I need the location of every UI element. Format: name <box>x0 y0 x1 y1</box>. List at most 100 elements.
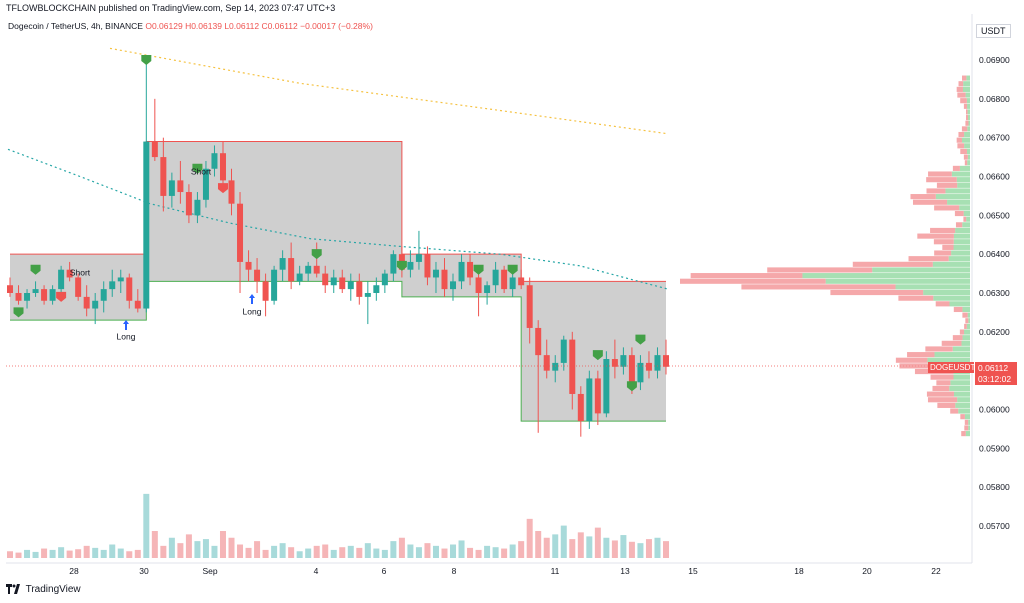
volume-bar <box>66 550 73 558</box>
volume-profile-down <box>953 306 963 313</box>
volume-profile-up <box>958 408 970 414</box>
candle-body <box>484 285 491 293</box>
volume-profile-up <box>967 109 970 115</box>
volume-profile-down <box>941 340 962 346</box>
candle-body <box>322 273 329 286</box>
volume-bar <box>356 547 363 558</box>
x-tick-label: 11 <box>551 566 560 576</box>
volume-profile-down <box>830 289 924 296</box>
signal-annotation: Short <box>70 268 91 278</box>
candle-body <box>356 281 363 297</box>
candle-body <box>611 359 618 367</box>
publish-line: TFLOWBLOCKCHAIN published on TradingView… <box>6 3 336 13</box>
volume-profile-down <box>956 137 963 143</box>
volume-profile-down <box>937 402 956 408</box>
candle-body <box>543 355 550 371</box>
volume-profile-down <box>908 256 949 262</box>
volume-profile-down <box>952 335 963 341</box>
y-tick-label: 0.05900 <box>979 443 1010 453</box>
tradingview-logo-icon <box>6 584 20 595</box>
volume-bar <box>535 531 542 558</box>
signal-annotation: Long <box>243 306 262 316</box>
candle-body <box>518 277 525 286</box>
x-tick-label: 6 <box>382 566 387 576</box>
candle-body <box>151 141 158 158</box>
volume-profile-down <box>933 239 954 245</box>
candle-body <box>577 393 584 422</box>
volume-profile-up <box>964 329 970 335</box>
volume-profile-down <box>964 323 967 329</box>
volume-bar <box>663 541 669 558</box>
volume-bar <box>415 547 422 558</box>
candle-body <box>7 285 13 293</box>
volume-bar <box>41 548 48 558</box>
candle-body <box>628 355 635 383</box>
volume-profile-down <box>942 244 954 250</box>
volume-bar <box>441 548 448 558</box>
volume-bar <box>202 539 209 558</box>
buy-signal-icon <box>192 163 203 174</box>
candle-body <box>645 362 652 371</box>
currency-label[interactable]: USDT <box>976 24 1011 38</box>
candle-body <box>177 180 184 193</box>
volume-profile-up <box>965 431 970 437</box>
volume-profile-down <box>927 397 958 403</box>
candle-body <box>620 355 627 367</box>
volume-profile-up <box>966 323 970 329</box>
candle-body <box>535 327 542 356</box>
volume-profile-up <box>953 239 970 245</box>
y-tick-label: 0.06000 <box>979 405 1010 415</box>
candle-body <box>313 265 320 274</box>
volume-profile-down <box>934 250 952 256</box>
volume-profile-down <box>964 425 969 431</box>
volume-profile-down <box>957 143 965 149</box>
y-tick-label: 0.06700 <box>979 133 1010 143</box>
candle-body <box>475 277 482 293</box>
volume-profile-up <box>968 120 970 126</box>
candle-body <box>228 180 235 204</box>
volume-bar <box>296 551 303 558</box>
volume-bar <box>518 541 525 558</box>
candle-body <box>58 269 65 290</box>
tradingview-brand[interactable]: TradingView <box>6 584 81 595</box>
candle-body <box>24 293 31 301</box>
volume-bar <box>75 549 82 558</box>
sell-signal-icon <box>217 183 228 194</box>
volume-profile-up <box>951 250 970 256</box>
candle-body <box>526 285 533 328</box>
symbol-legend: Dogecoin / TetherUS, 4h, BINANCE O0.0612… <box>8 21 373 31</box>
volume-bar <box>254 541 261 558</box>
candle-body <box>109 281 116 290</box>
buy-signal-icon <box>13 307 24 318</box>
volume-profile-up <box>933 295 970 301</box>
volume-bar <box>262 549 269 558</box>
volume-profile-down <box>928 171 952 177</box>
volume-bar <box>271 545 278 558</box>
volume-profile-up <box>923 289 970 296</box>
volume-bar <box>219 531 226 558</box>
volume-bar <box>305 548 312 558</box>
volume-profile-up <box>968 318 970 324</box>
volume-profile-down <box>690 273 803 279</box>
candle-body <box>305 265 312 274</box>
volume-profile-up <box>947 199 970 205</box>
range-band <box>10 141 666 422</box>
volume-bar <box>313 545 320 558</box>
quote-price: 0.06112 <box>975 362 1017 374</box>
candle-body <box>569 339 576 394</box>
candle-body <box>211 153 218 169</box>
candle-body <box>415 254 422 262</box>
volume-profile-up <box>825 278 970 284</box>
volume-profile-down <box>936 182 958 188</box>
volume-profile-up <box>967 126 970 132</box>
volume-profile-down <box>960 414 965 420</box>
volume-bar <box>390 541 397 558</box>
x-tick-label: 8 <box>452 566 457 576</box>
candle-body <box>279 258 286 270</box>
y-tick-label: 0.06300 <box>979 288 1010 298</box>
candle-body <box>441 269 448 290</box>
volume-profile-up <box>935 194 970 200</box>
volume-profile-down <box>960 148 967 155</box>
volume-profile-down <box>957 92 966 98</box>
